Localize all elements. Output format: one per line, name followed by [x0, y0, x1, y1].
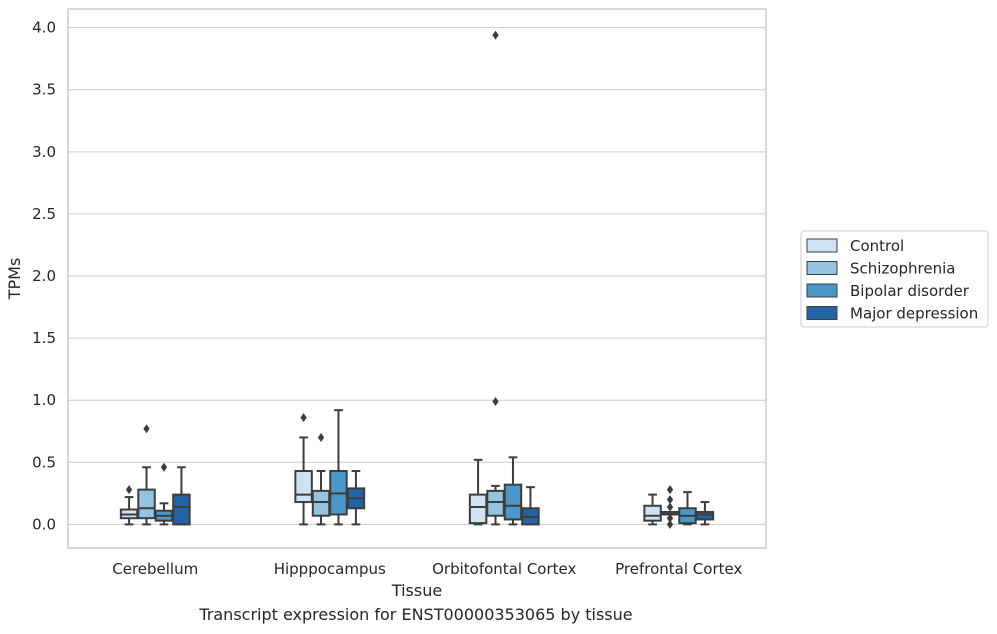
box-major-depression	[521, 486, 540, 526]
box-bipolar-disorder	[154, 462, 174, 526]
outlier-point	[666, 519, 674, 529]
x-tick-label: Hipppocampus	[274, 560, 386, 578]
legend-swatch	[806, 306, 838, 320]
box-bipolar-disorder	[678, 491, 697, 526]
legend-label: Major depression	[850, 305, 978, 323]
x-tick-label: Cerebellum	[112, 560, 198, 578]
iqr-box	[643, 504, 662, 522]
box-control	[119, 485, 139, 526]
outlier-point	[492, 396, 499, 406]
outlier-point	[160, 462, 168, 472]
box-control	[294, 413, 313, 526]
y-tick-label: 2.5	[32, 205, 56, 223]
y-axis-label: TPMs	[5, 258, 24, 301]
y-tick-label: 3.5	[32, 81, 56, 99]
iqr-box	[503, 483, 523, 521]
iqr-box	[311, 489, 331, 517]
box-bipolar-disorder	[329, 409, 348, 526]
box-major-depression	[695, 501, 715, 526]
x-tick-label: Prefrontal Cortex	[615, 560, 742, 578]
box-schizophrenia	[486, 30, 505, 526]
box-major-depression	[346, 470, 366, 526]
box-schizophrenia	[660, 485, 680, 529]
y-tick-label: 4.0	[32, 19, 56, 37]
legend-label: Control	[850, 237, 904, 255]
outlier-point	[666, 485, 674, 495]
box-bipolar-disorder	[503, 456, 523, 526]
box-control	[643, 493, 662, 526]
y-tick-label: 1.0	[32, 391, 56, 409]
outlier-point	[666, 495, 674, 505]
y-tick-label: 1.5	[32, 329, 56, 347]
legend-swatch	[806, 238, 838, 253]
y-tick-label: 0.0	[32, 515, 56, 533]
outlier-point	[125, 485, 133, 495]
outlier-point	[300, 413, 307, 423]
box-major-depression	[172, 466, 191, 526]
x-tick-label: Orbitofontal Cortex	[432, 560, 576, 578]
iqr-box	[468, 493, 488, 525]
outlier-point	[666, 513, 674, 523]
x-axis-label: Tissue	[391, 581, 442, 600]
box-schizophrenia	[137, 424, 156, 526]
figure-caption: Transcript expression for ENST0000035306…	[199, 605, 633, 624]
outlier-point	[492, 30, 499, 40]
legend-label: Schizophrenia	[850, 260, 955, 278]
y-tick-label: 0.5	[32, 453, 56, 471]
iqr-box	[137, 488, 156, 520]
iqr-box	[486, 489, 505, 517]
iqr-box	[294, 470, 313, 504]
y-tick-label: 2.0	[32, 267, 56, 285]
outlier-point	[666, 502, 674, 512]
legend-swatch	[806, 261, 838, 275]
box-schizophrenia	[311, 432, 331, 526]
plot-frame	[67, 8, 767, 549]
box-control	[468, 458, 488, 526]
iqr-box	[695, 510, 715, 521]
outlier-point	[143, 424, 150, 434]
y-tick-label: 3.0	[32, 143, 56, 161]
legend-swatch	[806, 283, 838, 298]
iqr-box	[172, 493, 191, 526]
outlier-point	[317, 432, 325, 442]
legend-label: Bipolar disorder	[850, 282, 970, 300]
legend-box	[800, 230, 989, 328]
